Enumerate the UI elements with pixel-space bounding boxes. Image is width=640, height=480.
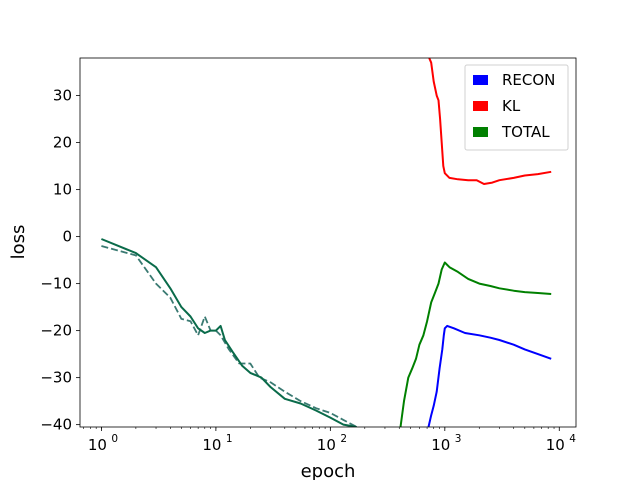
y-axis: 30 20 10 0 −10 −20 −30 −40 [40,87,80,434]
series-line-1 [101,245,358,427]
x-tick-label: 10 [546,436,565,454]
y-tick-label: 10 [53,181,72,199]
x-tick-exponent: 4 [569,433,576,445]
legend-swatch [473,127,488,137]
x-tick-exponent: 0 [111,433,118,445]
series-line-2 [101,238,357,427]
legend: RECON KL TOTAL [464,64,569,151]
y-tick-label: 0 [62,228,72,246]
x-tick-label: 10 [317,436,336,454]
x-tick-exponent: 2 [340,433,347,445]
y-tick-label: 30 [53,87,72,105]
legend-box [464,64,569,151]
x-tick-label: 10 [202,436,221,454]
y-tick-label: −10 [40,275,72,293]
y-tick-label: −30 [40,369,72,387]
series-line-4 [427,324,552,427]
x-axis: 10 0 10 1 10 2 10 3 10 4 [83,427,576,454]
x-tick-exponent: 3 [455,433,462,445]
x-axis-label: epoch [301,461,356,480]
x-tick-label: 10 [431,436,450,454]
legend-label: KL [502,97,521,115]
plot-frame [79,57,577,428]
series-line-3 [399,261,552,427]
y-tick-label: −40 [40,416,72,434]
legend-label: RECON [502,71,555,89]
legend-swatch [473,75,488,85]
series-line-5 [428,58,552,185]
y-axis-label: loss [8,225,29,260]
legend-label: TOTAL [501,123,550,141]
y-tick-label: −20 [40,322,72,340]
x-tick-exponent: 1 [226,433,233,445]
legend-swatch [473,101,488,111]
y-tick-label: 20 [53,134,72,152]
x-tick-label: 10 [88,436,107,454]
series-layer [101,58,552,427]
